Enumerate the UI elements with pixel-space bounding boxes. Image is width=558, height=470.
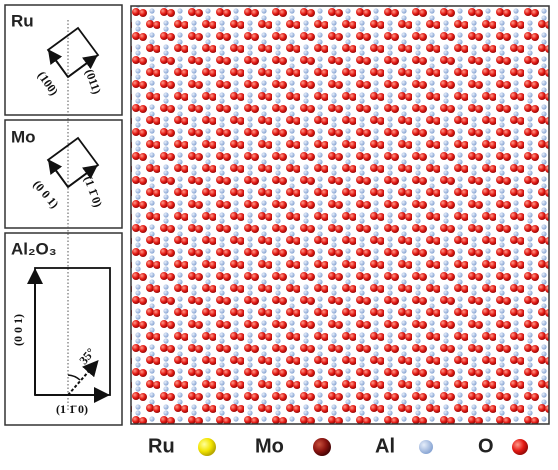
substrate-lattice: [131, 6, 549, 424]
miller-index: (011): [82, 67, 104, 96]
legend-label: Mo: [255, 435, 284, 457]
angle-arrow: [67, 359, 99, 396]
miller-index: (1 1̄ 0): [81, 174, 105, 209]
panel-label: Mo: [11, 127, 36, 146]
legend-swatch: [512, 439, 528, 455]
miller-index: (1 1̄ 0): [56, 402, 88, 416]
panel-frame: [4, 232, 123, 426]
miller-index: (0 0 1): [30, 177, 61, 211]
panel-frame: [130, 5, 550, 425]
axis-arrow: [47, 159, 69, 188]
panel-label: Ru: [11, 11, 34, 30]
legend-swatch: [313, 438, 331, 456]
legend-label: Ru: [148, 435, 175, 457]
miller-index: (0 0 1): [11, 314, 25, 346]
axis-arrow: [47, 49, 69, 78]
legend-label: O: [478, 435, 494, 457]
panel-frame: [4, 119, 123, 229]
legend-swatch: [198, 438, 216, 456]
panel-frame: [4, 4, 123, 116]
axis-arrow: [67, 54, 98, 78]
axis-arrow: [67, 164, 98, 188]
legend-label: Al: [375, 435, 395, 457]
panel-label: Al₂O₃: [11, 239, 57, 258]
miller-index: (100): [35, 69, 61, 98]
legend-swatch: [419, 440, 433, 454]
angle-arc: [67, 374, 81, 381]
